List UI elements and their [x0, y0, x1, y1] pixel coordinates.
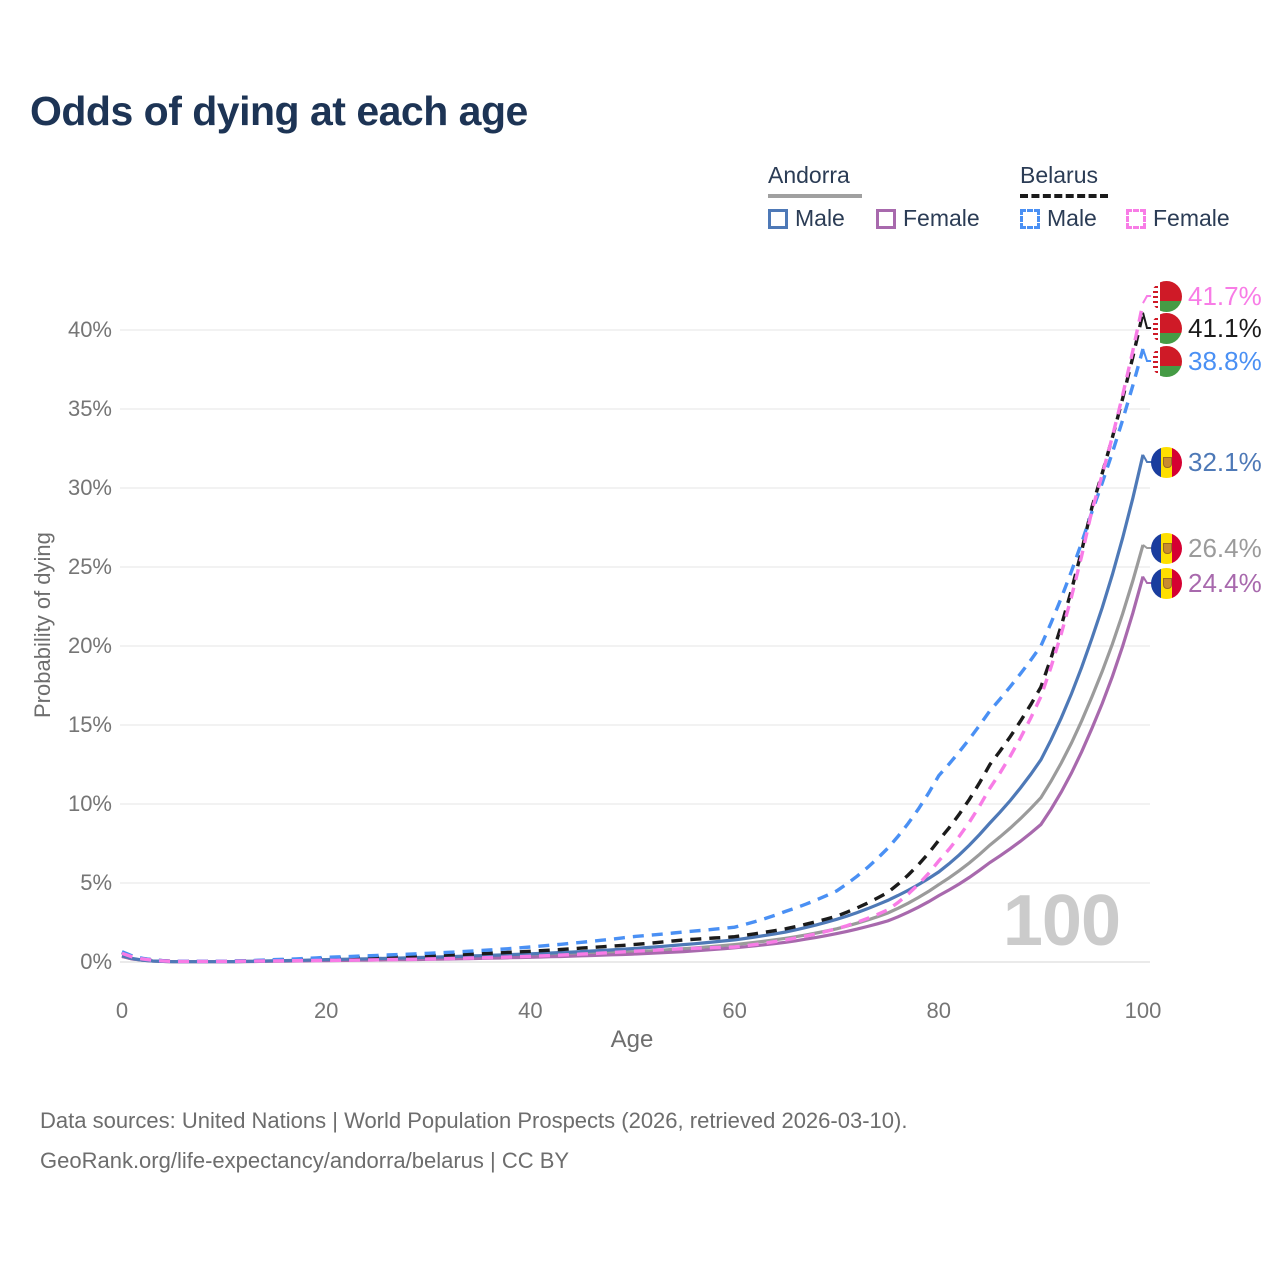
y-tick-0%: 0%: [80, 949, 112, 974]
andorra-flag-icon: [1151, 446, 1182, 478]
x-tick-100: 100: [1124, 998, 1162, 1023]
y-tick-40%: 40%: [67, 317, 112, 342]
end-label-andorra-male: 32.1%: [1151, 446, 1262, 478]
end-value: 32.1%: [1188, 446, 1262, 477]
andorra-female-swatch-icon: [876, 208, 896, 229]
y-tick-30%: 30%: [67, 475, 112, 500]
end-value: 26.4%: [1188, 532, 1262, 563]
x-tick-20: 20: [313, 998, 339, 1023]
y-tick-15%: 15%: [67, 712, 112, 737]
end-value: 38.8%: [1188, 345, 1262, 376]
line-belarus-female: [121, 302, 1145, 964]
andorra-flag-icon: [1151, 567, 1182, 599]
line-belarus-male: [121, 348, 1145, 963]
belarus-flag-icon: [1151, 312, 1182, 344]
end-value: 41.1%: [1188, 312, 1262, 343]
belarus-flag-icon: [1151, 345, 1182, 377]
x-tick-0: 0: [115, 998, 129, 1023]
end-value: 41.7%: [1188, 280, 1262, 311]
leader-line: [1142, 544, 1152, 549]
y-tick-10%: 10%: [67, 791, 112, 816]
leader-line: [1142, 575, 1152, 584]
line-andorra-male: [121, 454, 1145, 964]
x-tick-60: 60: [722, 998, 747, 1023]
footer-license-line: GeoRank.org/life-expectancy/andorra/bela…: [40, 1148, 570, 1173]
andorra-line-style-sample: [768, 194, 862, 198]
end-label-belarus-female: 41.7%: [1151, 280, 1262, 312]
end-label-belarus-both-sexes: 41.1%: [1151, 312, 1262, 344]
leader-line: [1142, 295, 1152, 304]
x-tick-80: 80: [926, 998, 952, 1023]
y-tick-20%: 20%: [67, 633, 112, 658]
belarus-female-swatch-icon: [1126, 208, 1146, 229]
end-label-belarus-male: 38.8%: [1151, 345, 1262, 377]
legend-group-belarus: Belarus: [1020, 162, 1098, 188]
leader-line: [1142, 454, 1152, 463]
belarus-male-swatch-icon: [1020, 208, 1040, 229]
belarus-flag-icon: [1151, 280, 1182, 312]
legend-item-belarus-female[interactable]: Female: [1126, 205, 1230, 232]
legend-label: Female: [903, 205, 980, 231]
legend-label: Female: [1153, 205, 1230, 231]
x-axis-title: Age: [610, 1026, 654, 1053]
y-axis-title: Probability of dying: [30, 532, 55, 718]
andorra-male-swatch-icon: [768, 208, 788, 229]
line-andorra-female: [121, 576, 1145, 964]
y-tick-35%: 35%: [67, 396, 112, 421]
legend-label: Male: [1047, 205, 1097, 231]
legend-label: Male: [795, 205, 845, 231]
x-tick-40: 40: [518, 998, 543, 1023]
y-tick-5%: 5%: [80, 870, 112, 895]
footer-source-line: Data sources: United Nations | World Pop…: [40, 1108, 908, 1133]
y-tick-25%: 25%: [67, 554, 112, 579]
end-value: 24.4%: [1188, 567, 1262, 598]
legend-item-andorra-male[interactable]: Male: [768, 205, 845, 232]
legend-item-andorra-female[interactable]: Female: [876, 205, 980, 232]
leader-line: [1142, 312, 1152, 329]
line-andorra-both-sexes: [121, 544, 1145, 964]
leader-line: [1142, 348, 1152, 362]
page-title: Odds of dying at each age: [30, 88, 528, 134]
andorra-flag-icon: [1151, 532, 1182, 564]
belarus-line-style-sample: [1020, 194, 1108, 198]
end-label-andorra-both-sexes: 26.4%: [1151, 532, 1262, 564]
end-label-andorra-female: 24.4%: [1151, 567, 1262, 599]
age-counter-watermark: 100: [1002, 881, 1121, 961]
legend-item-belarus-male[interactable]: Male: [1020, 205, 1097, 232]
legend-group-andorra: Andorra: [768, 162, 850, 188]
